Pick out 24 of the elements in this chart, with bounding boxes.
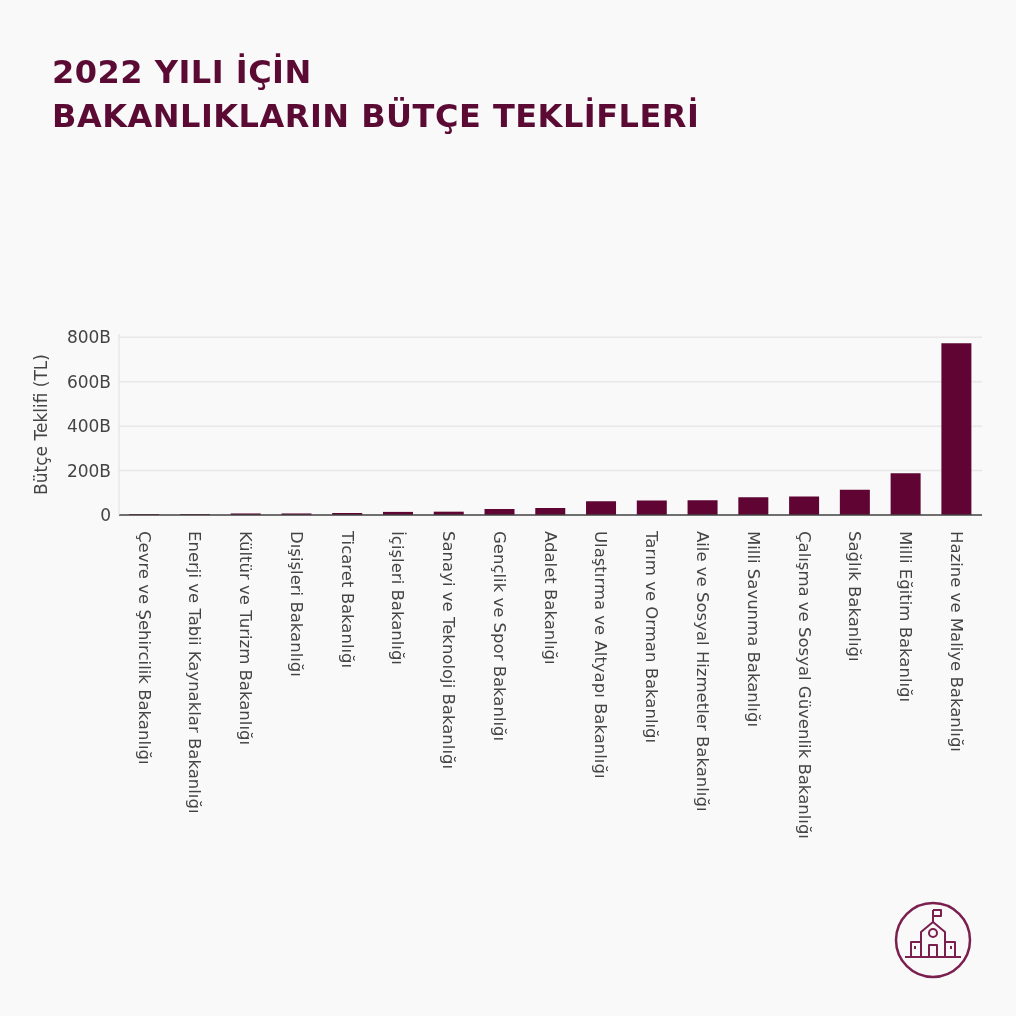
y-tick-label: 200B <box>66 460 111 481</box>
x-tick-label: Gençlik ve Spor Bakanlığı <box>489 531 509 742</box>
x-tick-label: Milli Savunma Bakanlığı <box>743 531 763 728</box>
x-tick-label: Ulaştırma ve Altyapı Bakanlığı <box>591 531 611 779</box>
y-tick-label: 600B <box>66 371 111 392</box>
x-tick-label: Dışişleri Bakanlığı <box>286 531 306 677</box>
x-tick-label: Tarım ve Orman Bakanlığı <box>642 530 662 744</box>
x-tick-label: Sanayi ve Teknoloji Bakanlığı <box>439 531 459 770</box>
y-axis-title: Bütçe Teklifi (TL) <box>31 354 51 495</box>
chart-title: 2022 YILI İÇİN BAKANLIKLARIN BÜTÇE TEKLİFLERİ <box>52 52 700 137</box>
x-tick-label: Kültür ve Turizm Bakanlığı <box>236 531 256 746</box>
x-tick-label: İçişleri Bakanlığı <box>388 531 408 665</box>
x-tick-label: Sağlık Bakanlığı <box>845 531 865 662</box>
x-tick-label: Ticaret Bakanlığı <box>337 530 357 669</box>
x-tick-label: Enerji ve Tabii Kaynaklar Bakanlığı <box>185 531 205 814</box>
x-tick-label: Milli Eğitim Bakanlığı <box>896 531 916 703</box>
y-tick-label: 0 <box>100 505 111 526</box>
y-tick-label: 400B <box>66 416 111 437</box>
x-tick-label: Adalet Bakanlığı <box>540 531 560 665</box>
x-tick-label: Aile ve Sosyal Hizmetler Bakanlığı <box>693 531 713 812</box>
x-tick-label: Çevre ve Şehircilik Bakanlığı <box>134 531 154 765</box>
x-tick-label: Çalışma ve Sosyal Güvenlik Bakanlığı <box>794 531 814 839</box>
y-tick-label: 800B <box>66 327 111 348</box>
x-tick-label: Hazine ve Maliye Bakanlığı <box>946 531 966 752</box>
